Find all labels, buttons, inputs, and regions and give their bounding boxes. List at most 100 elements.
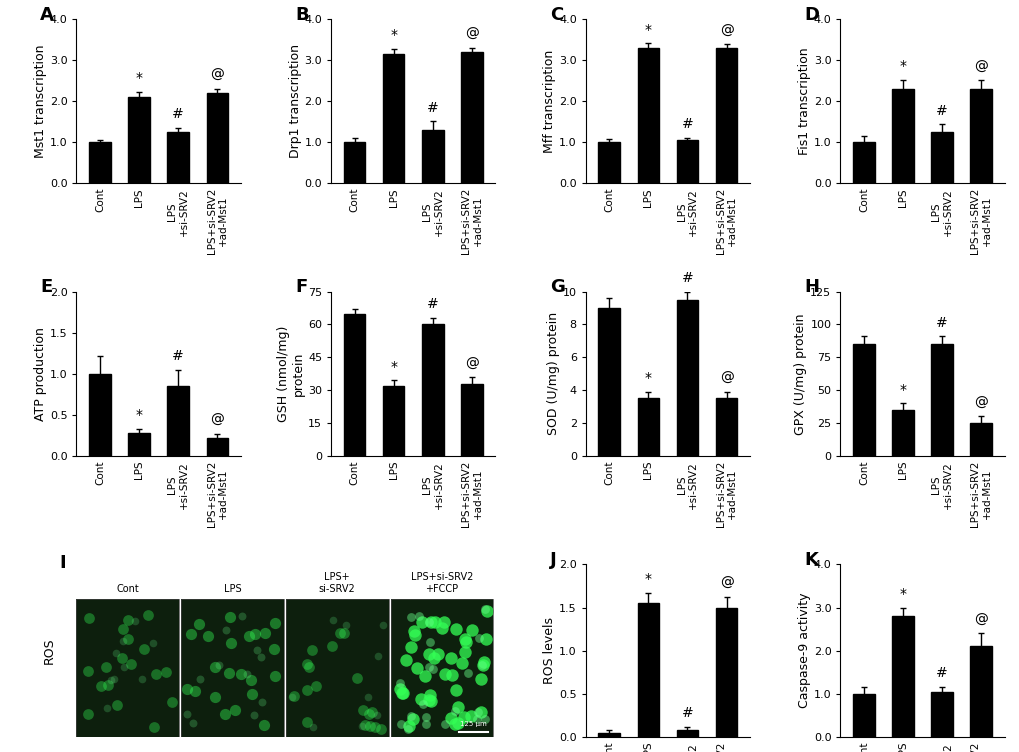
Point	[406, 626, 422, 638]
Text: *: *	[899, 59, 906, 73]
Bar	[892, 410, 913, 456]
Text: F: F	[294, 278, 307, 296]
Text: *: *	[136, 71, 143, 85]
Point	[256, 627, 272, 639]
Point	[478, 605, 494, 617]
Text: *: *	[136, 408, 143, 422]
Point	[164, 696, 180, 708]
Point	[422, 695, 438, 707]
Point	[283, 691, 300, 703]
Point	[148, 668, 164, 680]
Point	[477, 713, 493, 725]
Bar	[930, 344, 952, 456]
Bar	[598, 308, 620, 456]
Y-axis label: Caspase-9 activity: Caspase-9 activity	[797, 593, 810, 708]
Bar	[676, 140, 698, 183]
Point	[217, 624, 233, 636]
Point	[418, 717, 434, 729]
Bar	[167, 386, 189, 456]
Text: @: @	[973, 613, 987, 626]
Point	[417, 670, 433, 682]
Bar	[128, 433, 150, 456]
Text: LPS: LPS	[223, 584, 242, 594]
Point	[244, 688, 260, 700]
Point	[394, 687, 411, 699]
Point	[459, 667, 475, 679]
Point	[305, 721, 321, 733]
Point	[437, 669, 453, 681]
Point	[242, 630, 258, 642]
Point	[409, 662, 425, 674]
Point	[399, 723, 416, 735]
Point	[106, 673, 122, 685]
Point	[103, 675, 119, 687]
Bar	[852, 344, 873, 456]
Point	[449, 702, 466, 714]
Point	[266, 670, 282, 682]
Point	[362, 720, 378, 732]
Point	[221, 611, 237, 623]
Bar	[382, 53, 405, 183]
Bar	[676, 730, 698, 737]
Text: @: @	[973, 60, 987, 74]
Point	[470, 632, 486, 644]
Point	[421, 617, 437, 629]
Point	[436, 718, 452, 730]
Point	[137, 643, 153, 655]
Y-axis label: Fis1 transcription: Fis1 transcription	[797, 47, 810, 155]
Bar	[461, 52, 482, 183]
Text: #: #	[172, 349, 183, 363]
Bar	[715, 47, 737, 183]
Text: A: A	[41, 6, 54, 23]
Point	[323, 640, 339, 652]
Point	[178, 708, 195, 720]
Point	[157, 666, 173, 678]
Bar	[598, 732, 620, 737]
Point	[135, 672, 151, 684]
Point	[325, 614, 341, 626]
Bar	[676, 300, 698, 456]
Point	[256, 719, 272, 731]
Point	[207, 690, 223, 702]
Y-axis label: GPX (U/mg) protein: GPX (U/mg) protein	[794, 313, 807, 435]
Point	[233, 611, 250, 623]
Bar	[715, 608, 737, 737]
Text: #: #	[427, 101, 438, 115]
Point	[403, 710, 419, 722]
Point	[81, 611, 97, 623]
Point	[420, 648, 436, 660]
Point	[468, 713, 484, 725]
Text: K: K	[804, 550, 817, 569]
Point	[299, 658, 315, 670]
Text: J: J	[549, 550, 555, 569]
Point	[418, 711, 434, 723]
Point	[443, 669, 460, 681]
Point	[373, 723, 389, 735]
Point	[422, 689, 438, 701]
Bar	[852, 694, 873, 737]
Bar	[637, 399, 658, 456]
Bar	[390, 599, 493, 737]
Point	[457, 646, 473, 658]
Text: D: D	[804, 6, 818, 23]
Point	[254, 696, 270, 708]
Point	[427, 616, 443, 628]
Text: *: *	[644, 371, 651, 385]
Text: ROS: ROS	[43, 638, 55, 664]
Text: *: *	[644, 572, 651, 586]
Point	[422, 635, 438, 647]
Point	[119, 614, 136, 626]
Bar	[343, 142, 365, 183]
Point	[93, 680, 109, 692]
Bar	[207, 438, 228, 456]
Point	[226, 704, 243, 716]
Bar	[382, 386, 405, 456]
Point	[246, 708, 262, 720]
Text: #: #	[681, 705, 693, 720]
Point	[464, 624, 480, 636]
Point	[191, 618, 207, 630]
Text: @: @	[210, 68, 224, 82]
Text: @: @	[719, 24, 733, 38]
Point	[458, 635, 474, 647]
Point	[413, 693, 429, 705]
